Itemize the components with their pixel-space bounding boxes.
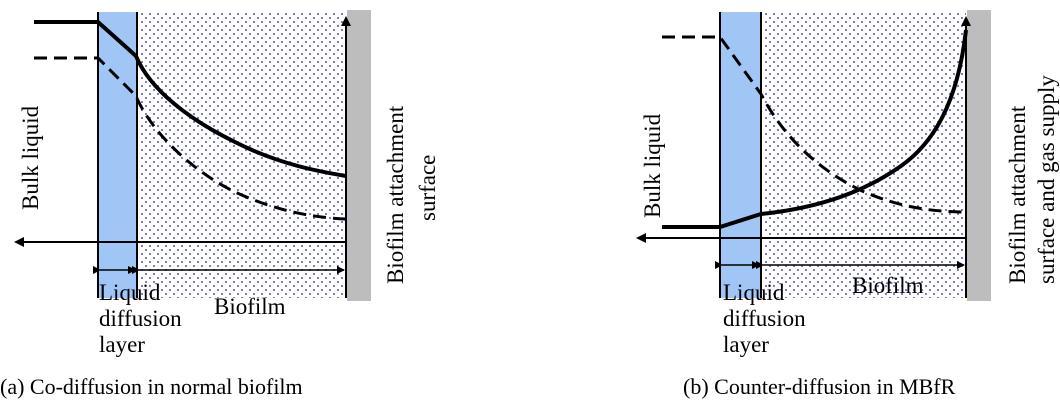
panel-b: Bulk liquid Biofilm attachment surface a… — [636, 10, 1059, 399]
panel-a-layer-label-line3: layer — [99, 332, 145, 357]
panel-a-solid-profile — [34, 20, 347, 178]
panel-a-layer-label-line2: diffusion — [99, 306, 182, 331]
panel-a-dashed-profile — [34, 56, 347, 221]
panel-a: Bulk liquid Biofilm attachment surface L… — [0, 10, 440, 399]
panel-b-layer-label-line2: diffusion — [723, 306, 806, 331]
panel-a-attachment-surface — [347, 10, 371, 301]
panel-b-surface-label-line1: Biofilm attachment — [1005, 105, 1030, 284]
panel-b-solid-profile — [662, 29, 968, 229]
panel-b-surface-label-line2: surface and gas supply — [1034, 75, 1059, 284]
panel-a-surface-label-line2: surface — [415, 155, 440, 221]
panel-a-bulk-label: Bulk liquid — [18, 105, 43, 210]
panel-a-layer-label-line1: Liquid — [99, 280, 161, 305]
panel-a-surface-label-line1: Biofilm attachment — [383, 105, 408, 284]
panel-b-layer-label-line3: layer — [723, 332, 769, 357]
panel-b-biofilm-label: Biofilm — [852, 273, 924, 298]
panel-b-diffusion-layer — [720, 12, 762, 298]
panel-b-dashed-profile — [662, 35, 967, 214]
panel-b-biofilm-region — [763, 12, 966, 298]
panel-a-caption: (a) Co-diffusion in normal biofilm — [0, 374, 303, 399]
panel-a-biofilm-label: Biofilm — [214, 294, 286, 319]
panel-b-layer-label-line1: Liquid — [723, 280, 785, 305]
panel-b-bulk-label: Bulk liquid — [640, 113, 665, 218]
panel-a-biofilm-region — [139, 12, 346, 298]
panel-a-diffusion-layer — [98, 12, 138, 298]
panel-b-attachment-surface — [967, 10, 991, 301]
panel-b-caption: (b) Counter-diffusion in MBfR — [683, 374, 956, 399]
